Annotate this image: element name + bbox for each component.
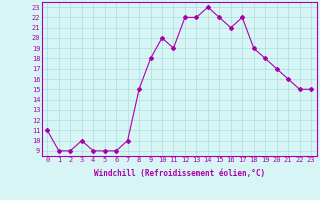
X-axis label: Windchill (Refroidissement éolien,°C): Windchill (Refroidissement éolien,°C) [94, 169, 265, 178]
